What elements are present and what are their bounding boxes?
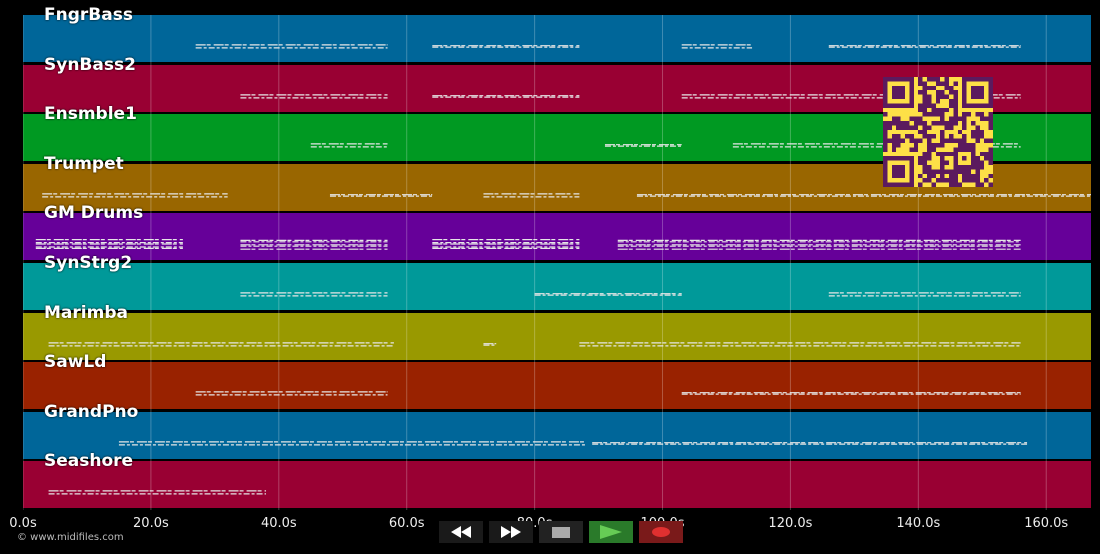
track-label: Trumpet	[44, 153, 124, 174]
stop-icon	[552, 526, 570, 538]
track-label: Ensmble1	[44, 104, 137, 125]
time-tick-label: 160.0s	[1024, 516, 1069, 531]
note-lane	[118, 441, 1028, 446]
track-label: FngrBass	[44, 5, 133, 25]
track-gm-drums[interactable]: GM Drums	[23, 203, 1091, 261]
track-marimba[interactable]: Marimba	[23, 303, 1091, 360]
transport-controls	[439, 521, 683, 543]
note-lane	[195, 44, 1021, 49]
play-button[interactable]	[589, 521, 633, 543]
track-label: GrandPno	[44, 401, 139, 422]
fast-forward-button[interactable]	[489, 521, 533, 543]
time-tick-label: 140.0s	[896, 516, 941, 531]
time-axis: 0.0s20.0s40.0s60.0s80.0s100.0s120.0s140.…	[0, 510, 1100, 540]
note-lane	[48, 490, 267, 495]
copyright-text: © www.midifiles.com	[17, 532, 124, 543]
track-label: GM Drums	[44, 203, 144, 224]
record-button[interactable]	[639, 521, 683, 543]
time-tick-label: 120.0s	[768, 516, 813, 531]
note-lane	[195, 391, 1021, 396]
track-grandpno[interactable]: GrandPno	[23, 402, 1091, 459]
time-tick-label: 60.0s	[388, 516, 425, 531]
track-sawld[interactable]: SawLd	[23, 352, 1091, 410]
track-fngrbass[interactable]: FngrBass	[23, 5, 1091, 62]
note-lane	[48, 341, 1021, 347]
note-lane	[240, 292, 1021, 297]
track-seashore[interactable]: Seashore	[23, 451, 1091, 509]
track-label: Seashore	[44, 451, 134, 472]
time-tick-label: 0.0s	[9, 516, 37, 531]
stop-button[interactable]	[539, 521, 583, 543]
track-synstrg2[interactable]: SynStrg2	[23, 253, 1091, 310]
rewind-button[interactable]	[439, 521, 483, 543]
time-tick-label: 40.0s	[260, 516, 297, 531]
rewind-icon	[451, 526, 471, 538]
track-label: SawLd	[44, 352, 107, 373]
record-icon	[652, 527, 670, 537]
note-lane	[42, 193, 1091, 198]
play-icon	[600, 525, 622, 539]
fast-forward-icon	[501, 526, 521, 538]
track-label: SynBass2	[44, 54, 136, 75]
track-label: Marimba	[44, 302, 128, 323]
time-tick-label: 20.0s	[133, 516, 169, 531]
qr-code	[883, 77, 993, 187]
track-label: SynStrg2	[44, 253, 133, 273]
note-lane	[35, 239, 1021, 251]
